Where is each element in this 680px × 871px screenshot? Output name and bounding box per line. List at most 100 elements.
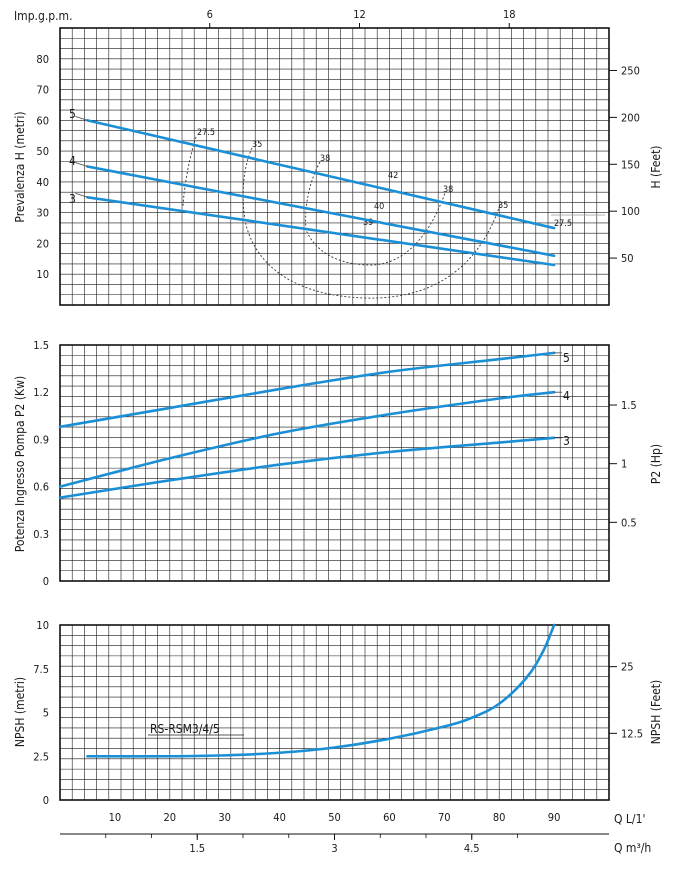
efficiency-label: 42 <box>388 171 398 181</box>
power-curve-5 <box>58 351 556 429</box>
npsh-y-ticks: 0 2.5 5 7.5 10 <box>33 619 49 807</box>
y-tick-label: 0.6 <box>33 481 49 494</box>
y-tick-label: 5 <box>43 707 49 720</box>
efficiency-labels: 27.5 35 38 42 38 35 27.5 40 39 <box>197 128 572 229</box>
x-tick-label: 90 <box>548 811 561 824</box>
y-tick-label: 0 <box>43 794 49 807</box>
efficiency-label: 38 <box>320 154 330 164</box>
efficiency-label: 35 <box>252 140 262 150</box>
power-curve-4 <box>58 390 556 488</box>
power-panel: 0 0.3 0.6 0.9 1.2 1.5 0.5 1 1.5 Potenza Ingress… <box>13 339 663 588</box>
npsh-x-ticks: 10 20 30 40 50 60 70 80 90 <box>109 811 561 824</box>
y-tick-label: 50 <box>36 145 49 158</box>
m3h-x-ticks: 1.5 3 4.5 <box>105 834 518 855</box>
head-curve-leader <box>75 162 88 167</box>
y-tick-label: 0 <box>43 575 49 588</box>
power-grid <box>60 345 609 581</box>
head-curve-leader <box>75 115 88 121</box>
power-curve-label-3: 3 <box>563 434 570 448</box>
x-tick-label: 50 <box>328 811 341 824</box>
x-top-tick-label: 6 <box>207 8 213 21</box>
y-tick-label: 7.5 <box>33 663 49 676</box>
head-x-top-ticks: 6 12 18 <box>207 8 516 28</box>
power-y-right-axis-label: P2 (Hp) <box>649 444 663 484</box>
y-tick-label: 40 <box>36 176 49 189</box>
head-curve-labels: 5 4 3 <box>69 107 76 206</box>
npsh-curve-rs-rsm3-4-5 <box>86 623 556 758</box>
efficiency-label: 27.5 <box>554 219 572 229</box>
x-top-tick-label: 12 <box>353 8 366 21</box>
y-right-tick-label: 100 <box>621 205 640 218</box>
power-curve-label-4: 4 <box>563 389 570 403</box>
x-top-tick-label: 18 <box>503 8 516 21</box>
y-tick-label: 10 <box>36 619 49 632</box>
y-tick-label: 70 <box>36 84 49 97</box>
x-tick-label: 30 <box>218 811 231 824</box>
npsh-panel: 0 2.5 5 7.5 10 12.5 25 10 20 30 40 50 60 70 80 90 1.5… <box>13 619 663 855</box>
npsh-curve-label: RS-RSM3/4/5 <box>150 722 220 736</box>
head-y-right-axis-label: H (Feet) <box>649 145 663 188</box>
x-tick-label: 20 <box>164 811 177 824</box>
y-tick-label: 1.5 <box>33 339 49 352</box>
x-tick-label: 10 <box>109 811 122 824</box>
y-tick-label: 0.3 <box>33 528 49 541</box>
npsh-grid <box>60 625 609 800</box>
efficiency-label: 39 <box>363 218 373 228</box>
power-y-axis-label: Potenza Ingresso Pompa P2 (Kw) <box>13 376 27 552</box>
head-curve-label-3: 3 <box>69 192 76 206</box>
efficiency-label: 40 <box>374 202 384 212</box>
y-right-tick-label: 1.5 <box>621 399 637 412</box>
efficiency-curve-38 <box>305 161 446 266</box>
head-series <box>75 115 556 267</box>
efficiency-label: 38 <box>443 185 453 195</box>
flow-m3h-axis-label: Q m³/h <box>614 841 651 855</box>
npsh-y-right-ticks: 12.5 25 <box>609 661 643 740</box>
y-right-tick-label: 50 <box>621 252 634 265</box>
x-secondary-tick-label: 4.5 <box>464 842 480 855</box>
head-y-right-ticks: 50 100 150 200 250 <box>609 64 640 265</box>
power-y-right-ticks: 0.5 1 1.5 <box>609 399 637 529</box>
y-tick-label: 10 <box>36 268 49 281</box>
npsh-y-right-axis-label: NPSH (Feet) <box>649 680 663 745</box>
y-tick-label: 80 <box>36 53 49 66</box>
power-y-ticks: 0 0.3 0.6 0.9 1.2 1.5 <box>33 339 49 588</box>
head-panel: 10 20 30 40 50 60 70 80 50 100 150 200 250 6 12 18 Im… <box>13 8 663 306</box>
head-curve-3 <box>86 195 556 267</box>
y-tick-label: 2.5 <box>33 750 49 763</box>
head-top-axis-label: Imp.g.p.m. <box>14 9 73 23</box>
head-y-axis-label: Prevalenza H (metri) <box>13 111 27 222</box>
y-tick-label: 0.9 <box>33 433 49 446</box>
power-curve-label-5: 5 <box>563 351 570 365</box>
efficiency-label: 35 <box>498 201 508 211</box>
y-tick-label: 60 <box>36 114 49 127</box>
head-curve-5 <box>86 119 556 230</box>
power-plot-frame <box>59 344 610 582</box>
x-tick-label: 40 <box>273 811 286 824</box>
x-tick-label: 60 <box>383 811 396 824</box>
power-curve-labels: 5 4 3 <box>563 351 570 448</box>
y-tick-label: 20 <box>36 237 49 250</box>
x-secondary-tick-label: 1.5 <box>189 842 205 855</box>
npsh-y-axis-label: NPSH (metri) <box>13 677 27 747</box>
y-right-tick-label: 250 <box>621 64 640 77</box>
power-curve-3 <box>58 436 556 499</box>
y-right-tick-label: 200 <box>621 111 640 124</box>
y-right-tick-label: 0.5 <box>621 516 637 529</box>
y-tick-label: 1.2 <box>33 386 49 399</box>
head-grid <box>60 28 609 305</box>
head-y-ticks: 10 20 30 40 50 60 70 80 <box>36 53 49 281</box>
efficiency-curve-27-5-left <box>182 136 197 208</box>
power-series <box>58 351 563 499</box>
npsh-plot-frame <box>59 624 610 801</box>
head-curve-4 <box>86 165 556 258</box>
y-right-tick-label: 25 <box>621 661 634 674</box>
head-curve-leader <box>75 192 88 198</box>
y-right-tick-label: 1 <box>621 458 627 471</box>
head-plot-frame <box>59 27 610 306</box>
y-tick-label: 30 <box>36 207 49 220</box>
flow-lpm-axis-label: Q L/1' <box>614 812 645 826</box>
head-curve-label-4: 4 <box>69 154 76 168</box>
head-curve-label-5: 5 <box>69 107 76 121</box>
